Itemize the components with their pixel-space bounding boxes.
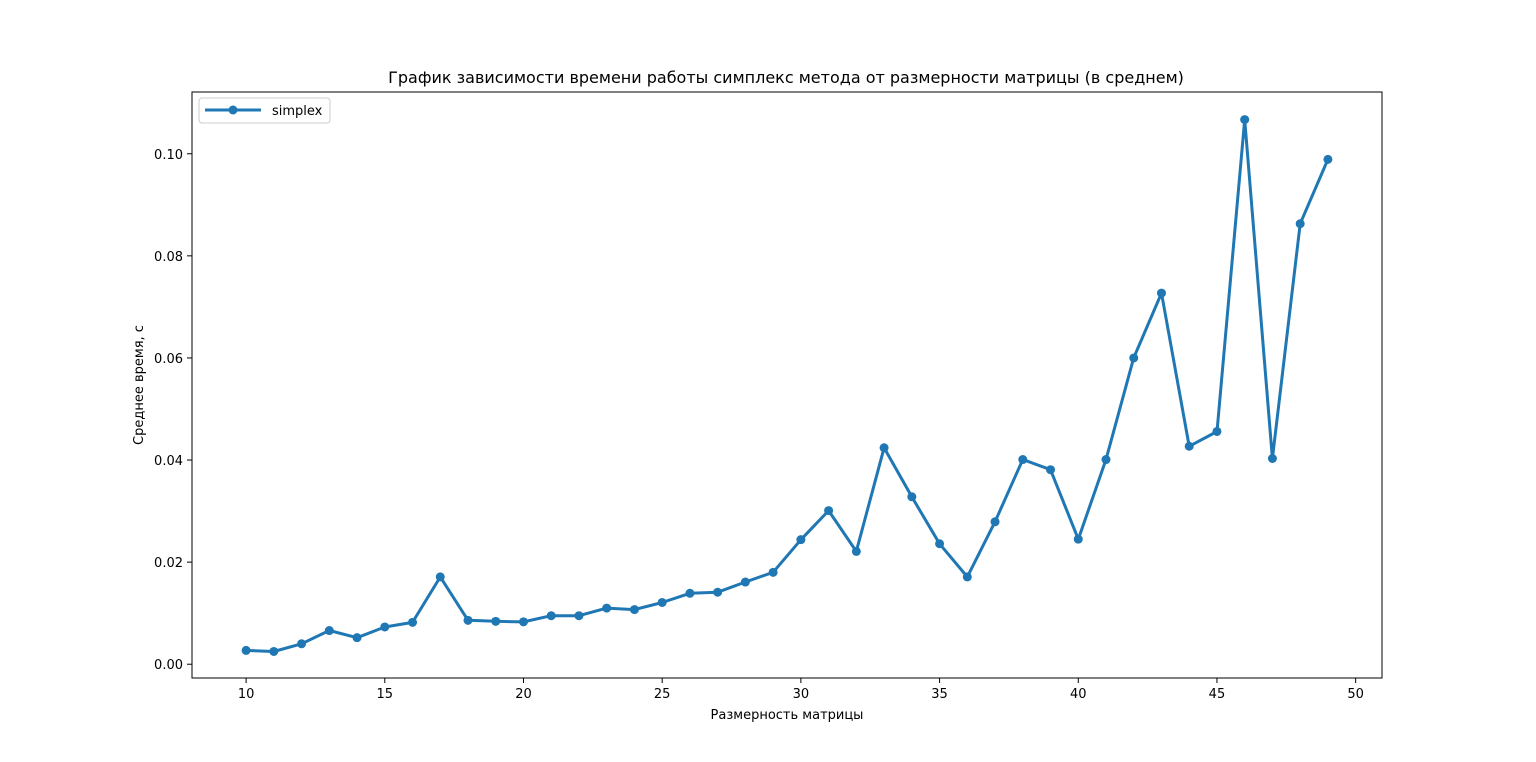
data-point <box>1323 154 1333 164</box>
data-point <box>463 615 473 625</box>
data-point <box>879 443 889 453</box>
x-tick-label: 40 <box>1070 687 1087 702</box>
data-point <box>1240 115 1250 125</box>
series-line-simplex <box>246 118 1330 653</box>
data-point <box>1101 455 1111 465</box>
data-point <box>408 617 418 627</box>
data-point <box>574 611 584 621</box>
legend-label: simplex <box>272 104 323 119</box>
data-point <box>1295 219 1305 229</box>
y-tick-label: 0.04 <box>154 454 183 469</box>
y-tick-label: 0.10 <box>154 148 183 163</box>
data-point <box>796 535 806 545</box>
data-point <box>352 633 362 643</box>
data-point <box>740 577 750 587</box>
data-point <box>824 506 834 516</box>
data-point <box>1018 455 1028 465</box>
data-point <box>269 646 279 656</box>
x-axis-label: Размерность матрицы <box>711 708 864 723</box>
data-point <box>297 639 307 649</box>
data-point <box>935 539 945 549</box>
data-point <box>1156 288 1166 298</box>
x-tick-label: 30 <box>793 687 810 702</box>
data-point <box>1184 441 1194 451</box>
data-point <box>518 617 528 627</box>
x-tick-label: 50 <box>1347 687 1364 702</box>
data-point <box>990 517 1000 527</box>
y-axis-label: Среднее время, с <box>132 325 147 445</box>
chart-title: График зависимости времени работы симпле… <box>388 68 1184 87</box>
x-tick-label: 10 <box>238 687 255 702</box>
y-tick-label: 0.06 <box>154 352 183 367</box>
data-point <box>851 546 861 556</box>
data-point <box>1129 353 1139 363</box>
data-point <box>435 572 445 582</box>
x-tick-label: 35 <box>931 687 948 702</box>
data-point <box>657 597 667 607</box>
data-point <box>546 611 556 621</box>
data-point <box>629 605 639 615</box>
legend-marker-icon <box>228 105 238 115</box>
x-tick-label: 45 <box>1209 687 1226 702</box>
data-point <box>491 616 501 626</box>
y-tick-label: 0.08 <box>154 250 183 265</box>
legend: simplex <box>198 97 331 124</box>
x-tick-label: 15 <box>377 687 394 702</box>
data-point <box>1212 426 1222 436</box>
data-point <box>1267 454 1277 464</box>
data-point <box>380 622 390 632</box>
data-point <box>324 626 334 636</box>
data-point <box>685 588 695 598</box>
plot-area <box>191 91 1383 679</box>
data-point <box>768 567 778 577</box>
series-points-simplex <box>241 115 1333 656</box>
data-point <box>907 492 917 502</box>
y-tick-label: 0.02 <box>154 556 183 571</box>
x-tick-label: 20 <box>515 687 532 702</box>
legend-box <box>198 97 331 124</box>
y-axis-ticks: 0.00 0.02 0.04 0.06 0.08 0.10 <box>154 148 192 673</box>
data-point <box>1046 465 1056 475</box>
x-axis-ticks: 10 15 20 25 30 35 40 45 50 <box>238 678 1364 702</box>
data-point <box>1073 534 1083 544</box>
data-point <box>713 587 723 597</box>
x-tick-label: 25 <box>654 687 671 702</box>
y-tick-label: 0.00 <box>154 658 183 673</box>
data-point <box>602 603 612 613</box>
data-point <box>241 645 251 655</box>
data-point <box>962 572 972 582</box>
